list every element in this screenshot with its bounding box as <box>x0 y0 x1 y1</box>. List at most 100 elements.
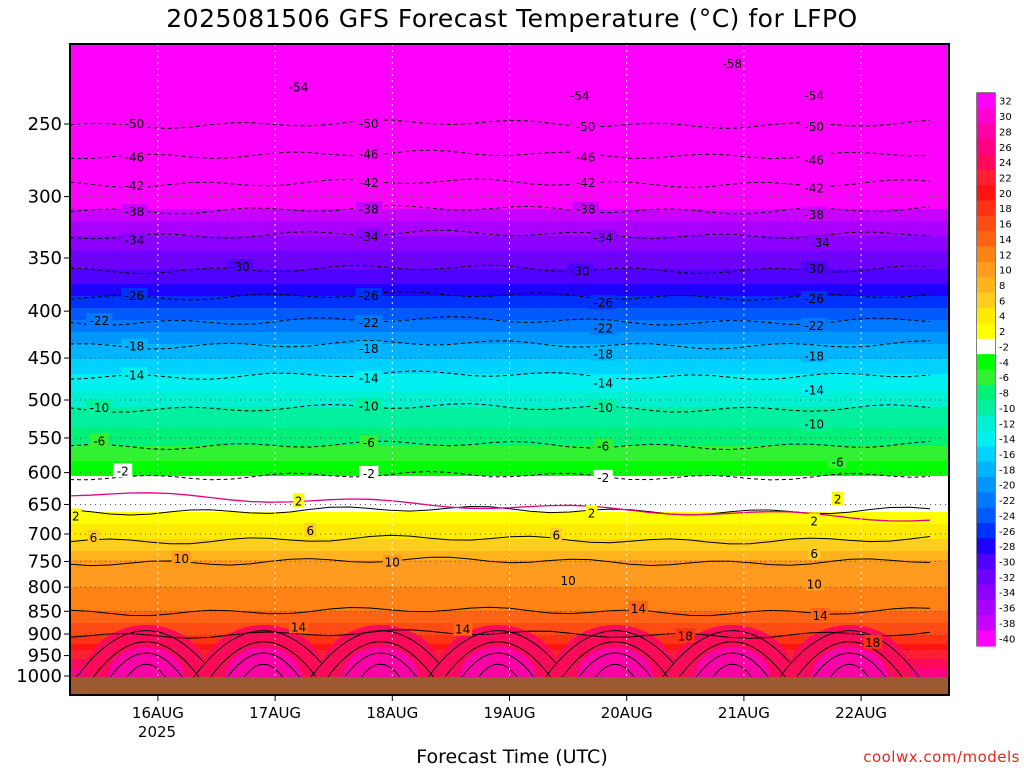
contour-label-bg <box>121 116 148 130</box>
temperature-band <box>70 527 949 531</box>
contour-label: -10 <box>804 418 824 432</box>
colorbar-tick-label: -40 <box>999 634 1015 645</box>
colorbar-tick-label: -14 <box>999 435 1015 446</box>
temperature-band <box>70 53 949 57</box>
temperature-band <box>70 479 949 483</box>
colorbar-swatch <box>977 123 995 140</box>
colorbar-tick-label: -22 <box>999 496 1015 507</box>
colorbar-swatch <box>977 261 995 278</box>
credit-label: coolwx.com/models <box>863 748 1020 766</box>
y-tick-label: 700 <box>28 524 62 545</box>
contour-label: -46 <box>359 148 379 162</box>
x-tick-label: 22AUG <box>835 704 887 722</box>
colorbar-tick-label: -38 <box>999 619 1015 630</box>
contour-label: -26 <box>359 289 379 303</box>
colorbar-tick-label: -6 <box>999 373 1009 384</box>
temperature-band <box>70 47 949 51</box>
temperature-band <box>70 515 949 519</box>
temperature-band <box>70 575 949 579</box>
contour-label-bg <box>355 287 383 302</box>
isotherm-arc <box>695 652 769 678</box>
contour-label-bg <box>806 234 834 249</box>
isotherm-line <box>70 119 931 129</box>
contour-label: -38 <box>804 208 824 222</box>
temperature-band <box>70 257 949 261</box>
x-axis-label: Forecast Time (UTC) <box>416 746 608 768</box>
contour-label-bg <box>355 370 383 385</box>
contour-label-bg <box>355 116 383 130</box>
colorbar-tick-label: 30 <box>999 112 1012 123</box>
temperature-band <box>70 443 949 447</box>
contour-label: -14 <box>359 372 379 386</box>
contour-label: 10 <box>560 574 575 588</box>
y-tick-label: 250 <box>28 114 62 135</box>
x-tick-label: 18AUG <box>366 704 418 722</box>
temperature-band <box>70 347 949 351</box>
isotherm-line <box>70 403 931 413</box>
isotherm-arc <box>578 652 652 678</box>
contour-label: -18 <box>593 347 613 361</box>
contour-label: -26 <box>125 289 145 303</box>
isotherm-arc <box>243 663 283 678</box>
colorbar-tick-label: 28 <box>999 127 1012 138</box>
contour-label-bg <box>572 149 599 164</box>
colorbar-swatch <box>977 415 995 432</box>
contour-label: -46 <box>804 154 824 168</box>
contour-label: 14 <box>631 602 646 616</box>
isotherm-line <box>70 556 931 567</box>
temperature-band <box>70 599 949 603</box>
contour-label: -30 <box>804 262 824 276</box>
y-tick-label: 300 <box>28 187 62 208</box>
temperature-band <box>70 311 949 315</box>
temperature-band <box>70 503 949 507</box>
temperature-band <box>70 281 949 285</box>
temperature-band <box>70 137 949 141</box>
colorbar-swatch <box>977 185 995 202</box>
colorbar-swatch <box>977 231 995 248</box>
contour-label-bg <box>87 529 100 544</box>
temperature-band <box>70 419 949 423</box>
temperature-band <box>70 425 949 429</box>
temperature-band <box>70 251 949 255</box>
temperature-band <box>70 509 949 513</box>
x-tick-label: 21AUG <box>718 704 770 722</box>
contour-label: 14 <box>812 609 827 623</box>
contour-label-bg <box>804 576 824 591</box>
colorbar-swatch <box>977 308 995 325</box>
isotherm-arc <box>210 641 317 678</box>
temperature-band <box>70 293 949 297</box>
contour-label: -34 <box>810 236 830 250</box>
temperature-band <box>70 389 949 393</box>
contour-label: -10 <box>593 401 613 415</box>
colorbar-swatch <box>977 553 995 570</box>
temperature-band <box>70 581 949 585</box>
contour-label-bg <box>355 398 383 413</box>
isotherm-line <box>70 629 931 639</box>
contour-label: -42 <box>359 176 379 190</box>
contour-label: 10 <box>807 578 822 592</box>
isotherm-line <box>70 606 931 617</box>
temperature-band <box>70 557 949 561</box>
isotherm-arc <box>226 652 300 678</box>
contour-label: 18 <box>678 629 693 643</box>
contour-label-bg <box>304 523 317 538</box>
temperature-band <box>70 485 949 489</box>
temperature-band <box>70 149 949 153</box>
chart-title: 2025081506 GFS Forecast Temperature (°C)… <box>166 4 858 33</box>
contour-label: -22 <box>89 314 109 328</box>
isotherm-arc <box>461 652 535 678</box>
isotherm-arc <box>678 641 786 678</box>
x-axis: 16AUG 17AUG 18AUG 19AUG 20AUG 21AUG 22AUG <box>132 695 887 722</box>
isotherm-arc <box>126 663 166 678</box>
temperature-band <box>70 71 949 75</box>
temperature-band <box>70 239 949 243</box>
contour-label: -38 <box>125 205 145 219</box>
temperature-band <box>70 95 949 99</box>
colorbar-swatch <box>977 292 995 309</box>
colorbar-swatch <box>977 200 995 217</box>
contour-label: -22 <box>593 322 613 336</box>
y-tick-label: 750 <box>28 551 62 572</box>
colorbar-tick-label: 10 <box>999 266 1012 277</box>
colorbar-tick-label: -12 <box>999 419 1015 430</box>
isotherm-arc <box>796 641 903 678</box>
